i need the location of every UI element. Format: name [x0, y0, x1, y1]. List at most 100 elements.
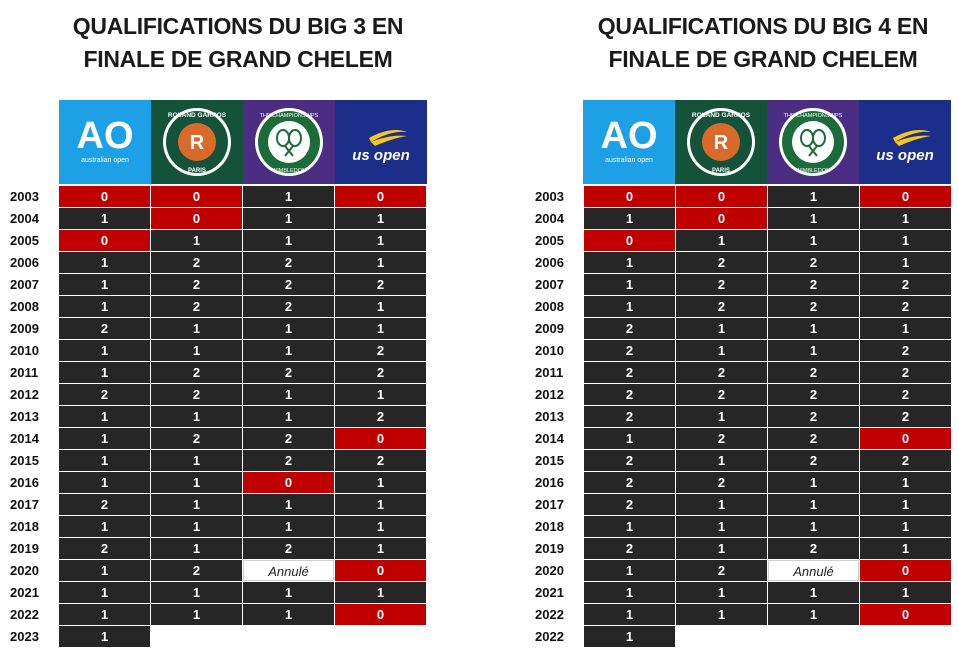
roland-garros-logo: R ROLAND GARROS PARIS — [151, 100, 243, 184]
table-row: 2021 1 1 1 1 — [0, 582, 427, 604]
value-cell: 2 — [768, 428, 859, 449]
value-cell: 1 — [243, 340, 334, 361]
value-cell: 2 — [59, 318, 150, 339]
value-cell: 1 — [151, 318, 242, 339]
table-row: 2020 1 2 Annulé 0 — [0, 560, 427, 582]
year-label: 2017 — [10, 497, 39, 512]
table-row: 2017 2 1 1 1 — [525, 494, 952, 516]
value-cell: 2 — [584, 538, 675, 559]
value-cell: 1 — [860, 208, 951, 229]
value-cell: 1 — [768, 340, 859, 361]
value-cell: 2 — [768, 384, 859, 405]
value-cell: 0 — [584, 230, 675, 251]
value-cell: 2 — [335, 362, 426, 383]
value-cell: 1 — [335, 472, 426, 493]
year-label: 2018 — [10, 519, 39, 534]
value-cell: 1 — [584, 296, 675, 317]
year-label: 2004 — [10, 211, 39, 226]
wimbledon-logo-text: THE CHAMPIONSHIPS — [784, 113, 843, 119]
value-cell: 0 — [151, 186, 242, 207]
table-row: 2008 1 2 2 2 — [525, 296, 952, 318]
year-label: 2021 — [10, 585, 39, 600]
year-label: 2013 — [10, 409, 39, 424]
value-cell: 2 — [59, 384, 150, 405]
value-cell: 1 — [151, 230, 242, 251]
table-row: 2012 2 2 2 2 — [525, 384, 952, 406]
value-cell: 2 — [151, 362, 242, 383]
year-label: 2008 — [535, 299, 564, 314]
value-cell: 0 — [59, 230, 150, 251]
value-cell: 1 — [151, 450, 242, 471]
year-label: 2009 — [10, 321, 39, 336]
year-label: 2023 — [10, 629, 39, 644]
table-row: 2005 0 1 1 1 — [525, 230, 952, 252]
value-cell: 1 — [335, 538, 426, 559]
table-row: 2012 2 2 1 1 — [0, 384, 427, 406]
value-cell: 2 — [860, 384, 951, 405]
year-label: 2022 — [10, 607, 39, 622]
value-cell: 1 — [768, 604, 859, 625]
year-label: 2005 — [10, 233, 39, 248]
value-cell: 1 — [584, 252, 675, 273]
value-cell: 1 — [860, 582, 951, 603]
value-cell: 1 — [243, 604, 334, 625]
table-row: 2021 1 1 1 1 — [525, 582, 952, 604]
value-cell: 1 — [59, 472, 150, 493]
year-label: 2011 — [535, 365, 564, 380]
year-label: 2004 — [535, 211, 564, 226]
value-cell: 1 — [59, 208, 150, 229]
value-cell: 2 — [243, 296, 334, 317]
big3-logo-header: AO australian open R ROLAND GARROS PARIS TH… — [59, 100, 427, 184]
rg-logo-text: ROLAND GARROS — [168, 112, 227, 119]
table-row: 2015 2 1 2 2 — [525, 450, 952, 472]
us-open-logo: us open — [335, 100, 427, 184]
value-cell: 1 — [768, 516, 859, 537]
australian-open-logo: AO australian open — [59, 100, 151, 184]
table-row: 2022 1 1 1 0 — [525, 604, 952, 626]
value-cell: 2 — [676, 472, 767, 493]
value-cell: 1 — [676, 230, 767, 251]
value-cell: 2 — [768, 274, 859, 295]
value-cell: 2 — [860, 296, 951, 317]
value-cell: 2 — [335, 274, 426, 295]
rg-logo-subtext: PARIS — [188, 168, 206, 174]
value-cell: 2 — [676, 428, 767, 449]
value-cell: 1 — [676, 538, 767, 559]
value-cell: 1 — [59, 604, 150, 625]
table-row: 2016 1 1 0 1 — [0, 472, 427, 494]
value-cell: 1 — [768, 472, 859, 493]
big4-title-line1: QUALIFICATIONS DU BIG 4 EN — [597, 13, 929, 39]
value-cell: 1 — [151, 604, 242, 625]
table-row: 2022 1 1 1 0 — [0, 604, 427, 626]
table-row: 2023 1 — [0, 626, 427, 648]
value-cell: Annulé — [243, 560, 334, 581]
australian-open-logo: AO australian open — [583, 100, 675, 184]
ao-logo-text: AO — [601, 115, 658, 157]
value-cell: 1 — [584, 208, 675, 229]
big3-title-line2: FINALE DE GRAND CHELEM — [83, 46, 393, 72]
value-cell: 2 — [243, 274, 334, 295]
value-cell: 2 — [768, 450, 859, 471]
table-row: 2004 1 0 1 1 — [525, 208, 952, 230]
value-cell: 2 — [59, 538, 150, 559]
value-cell: 0 — [676, 186, 767, 207]
value-cell: 2 — [768, 362, 859, 383]
value-cell: 1 — [151, 340, 242, 361]
year-label: 2007 — [535, 277, 564, 292]
value-cell: 1 — [335, 230, 426, 251]
value-cell: 2 — [676, 384, 767, 405]
value-cell: 1 — [584, 582, 675, 603]
value-cell: 0 — [243, 472, 334, 493]
year-label: 2009 — [535, 321, 564, 336]
year-label: 2019 — [10, 541, 39, 556]
big4-logo-header: AO australian open R ROLAND GARROS PARIS TH… — [583, 100, 951, 184]
svg-text:R: R — [714, 132, 729, 154]
value-cell: 0 — [335, 428, 426, 449]
value-cell: 1 — [584, 274, 675, 295]
value-cell: 2 — [860, 450, 951, 471]
wimbledon-logo-text: THE CHAMPIONSHIPS — [260, 113, 319, 119]
value-cell: 2 — [243, 450, 334, 471]
table-row: 2003 0 0 1 0 — [0, 186, 427, 208]
value-cell: 1 — [335, 252, 426, 273]
value-cell: 1 — [151, 582, 242, 603]
